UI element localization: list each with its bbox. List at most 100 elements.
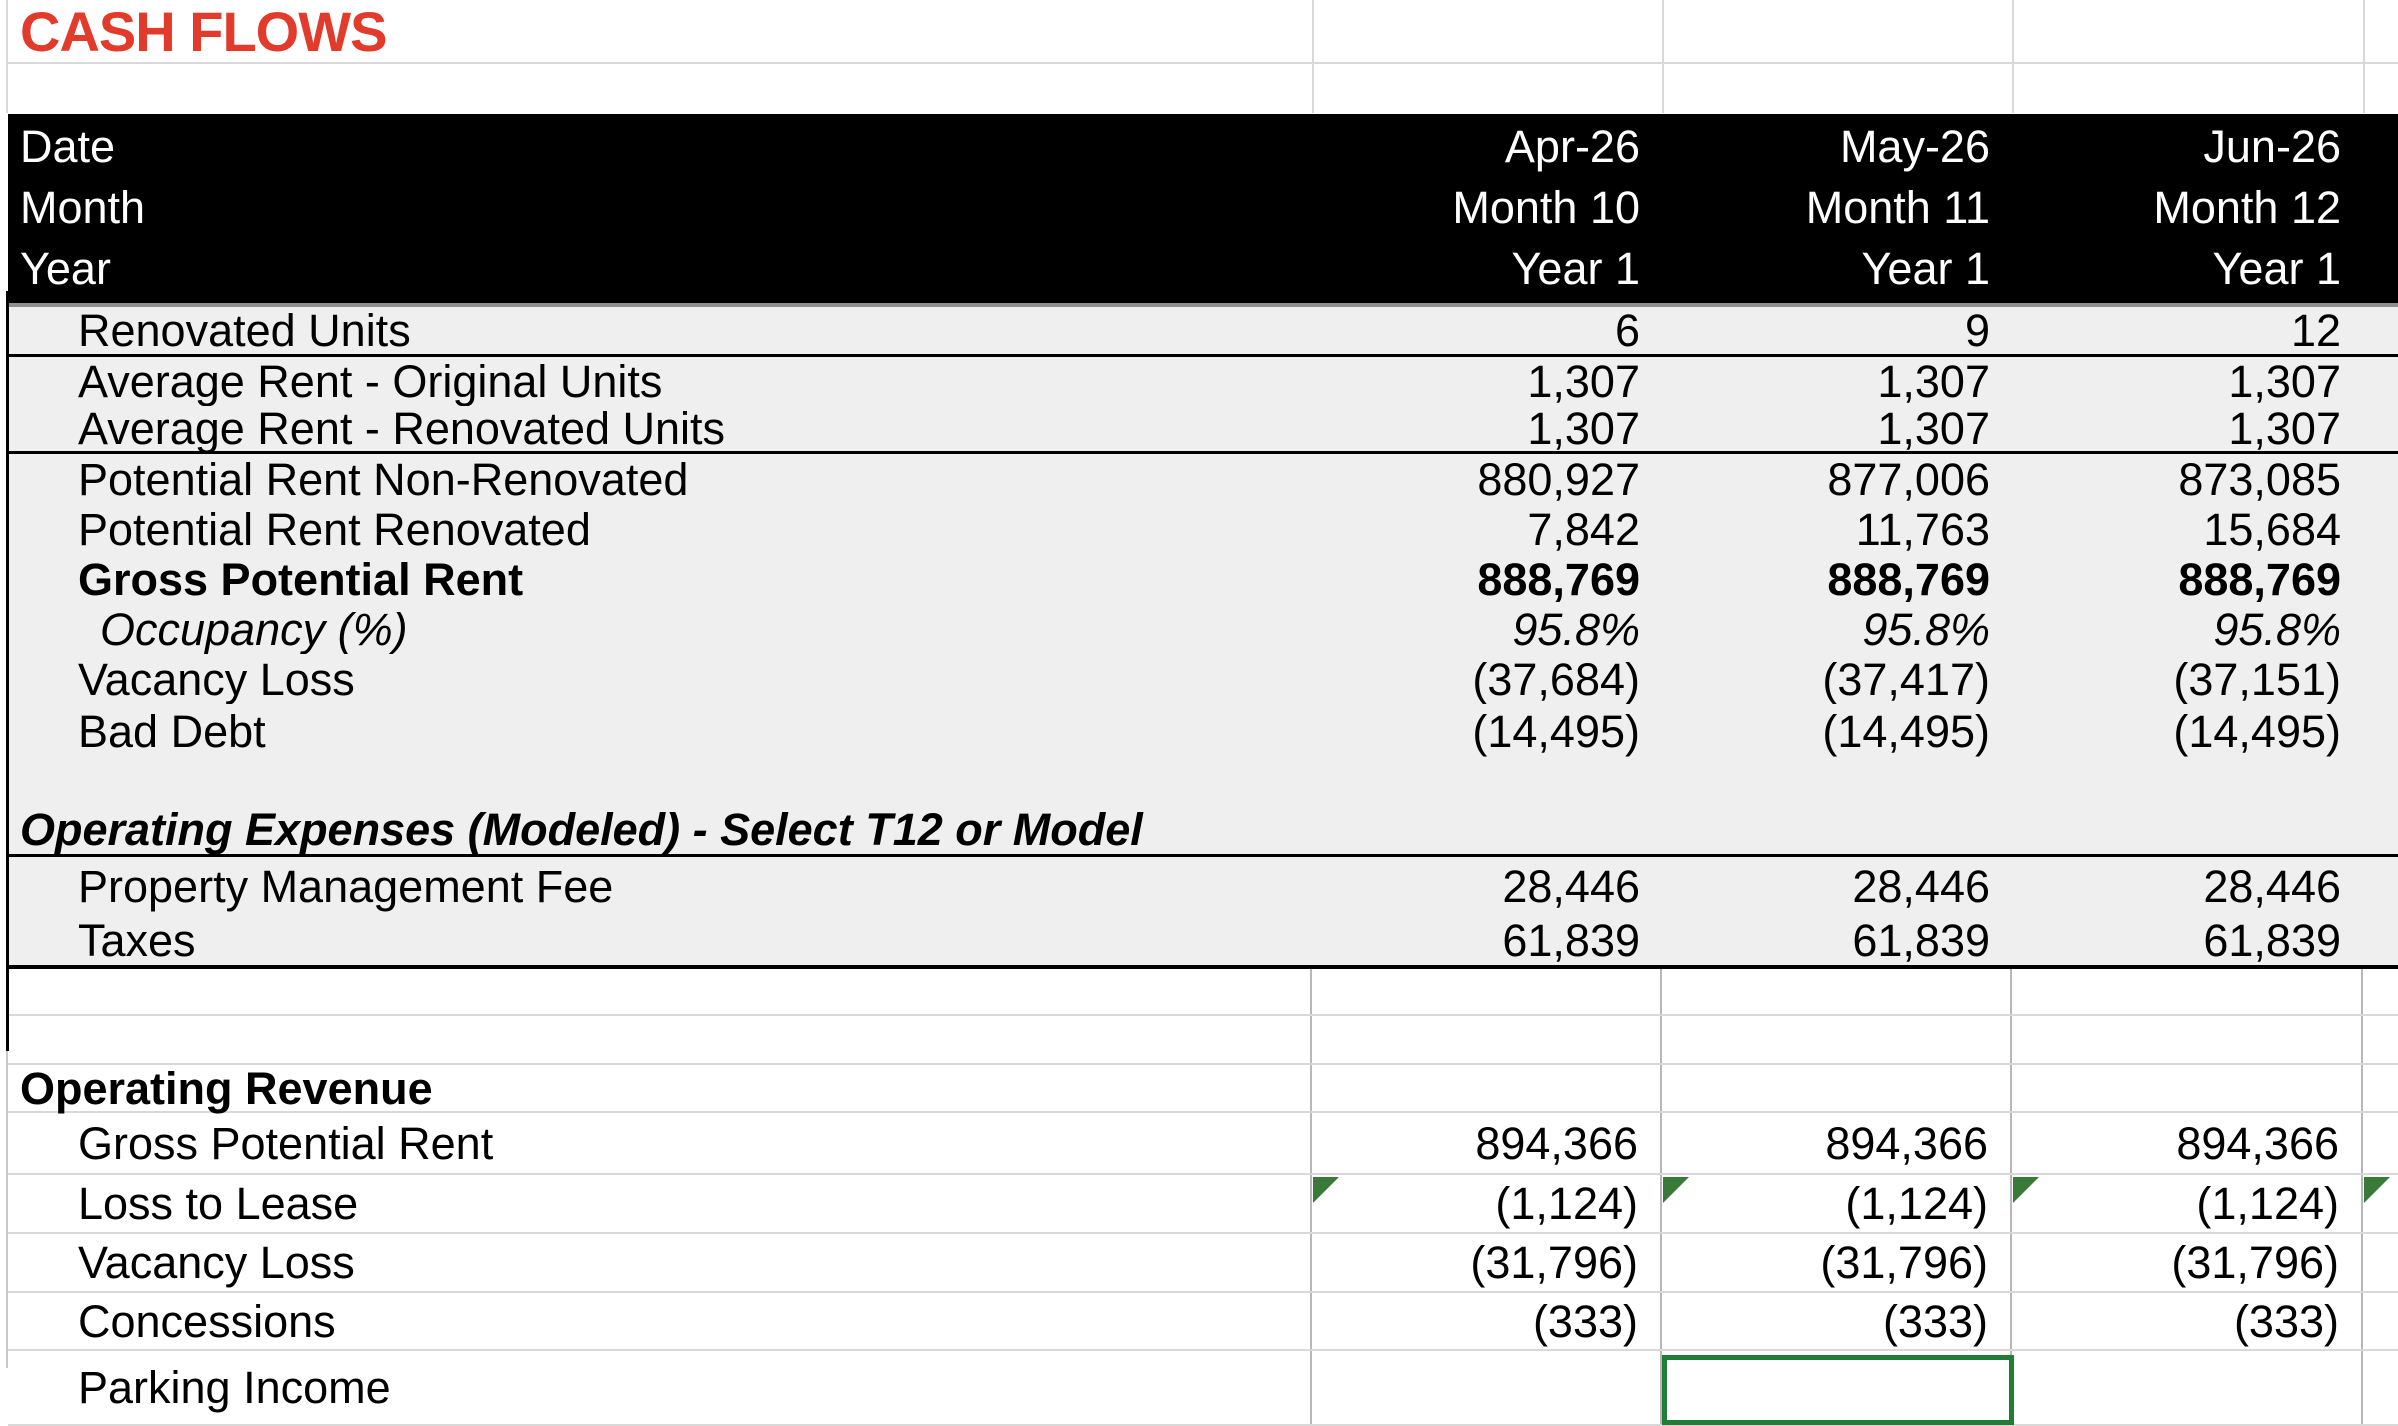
concessions-value-1[interactable]: (333): [1662, 1293, 2012, 1349]
property-management-fee-label[interactable]: Property Management Fee: [78, 861, 614, 912]
bad-debt-label[interactable]: Bad Debt: [78, 706, 266, 757]
header-year-apr[interactable]: Year 1: [1511, 242, 1640, 294]
renovated-units-label[interactable]: Renovated Units: [78, 305, 411, 356]
bad-debt-value-partial[interactable]: [2363, 704, 2398, 759]
property-management-fee-value-partial[interactable]: [2363, 857, 2398, 916]
gross-potential-rent-revenue-value-0[interactable]: 894,366: [1312, 1113, 1662, 1173]
operating-revenue-header-value-partial[interactable]: [2363, 1065, 2398, 1111]
vacancy-loss-revenue-label[interactable]: Vacancy Loss: [8, 1234, 1312, 1291]
potential-rent-renovated-value-2[interactable]: 15,684: [2203, 503, 2341, 555]
spacer-white-1-value-0[interactable]: [1312, 969, 1662, 1014]
header-month-apr[interactable]: Month 10: [1452, 181, 1640, 233]
spacer-white-1-value-partial[interactable]: [2363, 969, 2398, 1014]
avg-rent-renovated-units-label[interactable]: Average Rent - Renovated Units: [78, 403, 726, 454]
avg-rent-original-units-value-partial[interactable]: [2363, 357, 2398, 406]
avg-rent-original-units-value-0[interactable]: 1,307: [1527, 356, 1640, 407]
concessions-label[interactable]: Concessions: [8, 1293, 1312, 1349]
property-management-fee-value-2[interactable]: 28,446: [2203, 861, 2341, 912]
concessions-value-2[interactable]: (333): [2012, 1293, 2363, 1349]
header-year-jun[interactable]: Year 1: [2212, 242, 2341, 294]
gross-potential-rent-revenue-value-1[interactable]: 894,366: [1662, 1113, 2012, 1173]
spacer-gray-value-0[interactable]: [1312, 759, 1662, 804]
occupancy-pct-value-partial[interactable]: [2363, 604, 2398, 654]
spacer-white-1-value-1[interactable]: [1662, 969, 2012, 1014]
gross-potential-rent-modeled-label[interactable]: Gross Potential Rent: [78, 553, 524, 605]
bad-debt-value-1[interactable]: (14,495): [1822, 706, 1990, 757]
header-month-may[interactable]: Month 11: [1805, 181, 1990, 233]
header-year-may[interactable]: Year 1: [1861, 242, 1990, 294]
spacer-white-2-value-partial[interactable]: [2363, 1016, 2398, 1063]
potential-rent-renovated-value-1[interactable]: 11,763: [1855, 503, 1990, 555]
parking-income-value-partial[interactable]: [2363, 1351, 2398, 1424]
spacer-white-2-value-1[interactable]: [1662, 1016, 2012, 1063]
taxes-value-partial[interactable]: [2363, 916, 2398, 965]
vacancy-loss-modeled-label[interactable]: Vacancy Loss: [78, 653, 355, 705]
loss-to-lease-value-2[interactable]: (1,124): [2012, 1175, 2363, 1232]
vacancy-loss-revenue-value-2[interactable]: (31,796): [2012, 1234, 2363, 1291]
avg-rent-renovated-units-value-partial[interactable]: [2363, 406, 2398, 451]
gross-potential-rent-revenue-value-partial[interactable]: [2363, 1113, 2398, 1173]
occupancy-pct-value-0[interactable]: 95.8%: [1512, 603, 1640, 655]
operating-revenue-header-value-2[interactable]: [2012, 1065, 2363, 1111]
header-date-jun[interactable]: Jun-26: [2203, 120, 2341, 172]
gross-potential-rent-modeled-value-1[interactable]: 888,769: [1827, 553, 1990, 605]
spacer-white-1-label[interactable]: [8, 969, 1312, 1014]
spacer-white-1-value-2[interactable]: [2012, 969, 2363, 1014]
bad-debt-value-2[interactable]: (14,495): [2173, 706, 2341, 757]
header-date-apr[interactable]: Apr-26: [1504, 120, 1640, 172]
vacancy-loss-modeled-value-0[interactable]: (37,684): [1472, 653, 1640, 705]
occupancy-pct-label[interactable]: Occupancy (%): [100, 603, 408, 655]
parking-income-value-0[interactable]: [1312, 1351, 1662, 1424]
gross-potential-rent-modeled-value-partial[interactable]: [2363, 554, 2398, 604]
bad-debt-value-0[interactable]: (14,495): [1472, 706, 1640, 757]
taxes-value-0[interactable]: 61,839: [1502, 915, 1640, 966]
renovated-units-value-1[interactable]: 9: [1964, 305, 1990, 356]
vacancy-loss-modeled-value-2[interactable]: (37,151): [2173, 653, 2341, 705]
potential-rent-non-renovated-value-0[interactable]: 880,927: [1477, 453, 1640, 505]
vacancy-loss-revenue-value-1[interactable]: (31,796): [1662, 1234, 2012, 1291]
active-cell-selection[interactable]: [1662, 1355, 2014, 1425]
occupancy-pct-value-2[interactable]: 95.8%: [2213, 603, 2341, 655]
parking-income-value-2[interactable]: [2012, 1351, 2363, 1424]
avg-rent-renovated-units-value-1[interactable]: 1,307: [1877, 403, 1990, 454]
spacer-white-2-value-2[interactable]: [2012, 1016, 2363, 1063]
opex-section-header-value-0[interactable]: [1312, 804, 1662, 854]
concessions-value-0[interactable]: (333): [1312, 1293, 1662, 1349]
opex-section-header-label[interactable]: Operating Expenses (Modeled) - Select T1…: [20, 803, 1143, 855]
vacancy-loss-modeled-value-1[interactable]: (37,417): [1822, 653, 1990, 705]
potential-rent-non-renovated-value-2[interactable]: 873,085: [2178, 453, 2341, 505]
property-management-fee-value-1[interactable]: 28,446: [1852, 861, 1990, 912]
potential-rent-non-renovated-value-partial[interactable]: [2363, 454, 2398, 504]
concessions-value-partial[interactable]: [2363, 1293, 2398, 1349]
avg-rent-original-units-value-1[interactable]: 1,307: [1877, 356, 1990, 407]
renovated-units-value-2[interactable]: 12: [2290, 305, 2341, 356]
opex-section-header-value-1[interactable]: [1662, 804, 2012, 854]
potential-rent-renovated-value-partial[interactable]: [2363, 504, 2398, 554]
opex-section-header-value-partial[interactable]: [2363, 804, 2398, 854]
gross-potential-rent-revenue-label[interactable]: Gross Potential Rent: [8, 1113, 1312, 1173]
loss-to-lease-value-0[interactable]: (1,124): [1312, 1175, 1662, 1232]
spacer-gray-value-partial[interactable]: [2363, 759, 2398, 804]
header-date-may[interactable]: May-26: [1839, 120, 1990, 172]
renovated-units-value-0[interactable]: 6: [1614, 305, 1640, 356]
taxes-value-1[interactable]: 61,839: [1852, 915, 1990, 966]
spacer-gray-value-2[interactable]: [2012, 759, 2363, 804]
spacer-white-2-label[interactable]: [8, 1016, 1312, 1063]
gross-potential-rent-revenue-value-2[interactable]: 894,366: [2012, 1113, 2363, 1173]
potential-rent-non-renovated-label[interactable]: Potential Rent Non-Renovated: [78, 453, 689, 505]
avg-rent-original-units-label[interactable]: Average Rent - Original Units: [78, 356, 663, 407]
gross-potential-rent-modeled-value-2[interactable]: 888,769: [2178, 553, 2341, 605]
vacancy-loss-revenue-value-partial[interactable]: [2363, 1234, 2398, 1291]
vacancy-loss-modeled-value-partial[interactable]: [2363, 654, 2398, 704]
taxes-label[interactable]: Taxes: [78, 915, 196, 966]
avg-rent-renovated-units-value-2[interactable]: 1,307: [2228, 403, 2341, 454]
spacer-gray-label[interactable]: [8, 759, 1312, 804]
operating-revenue-header-value-0[interactable]: [1312, 1065, 1662, 1111]
gross-potential-rent-modeled-value-0[interactable]: 888,769: [1477, 553, 1640, 605]
potential-rent-non-renovated-value-1[interactable]: 877,006: [1827, 453, 1990, 505]
operating-revenue-header-value-1[interactable]: [1662, 1065, 2012, 1111]
loss-to-lease-label[interactable]: Loss to Lease: [8, 1175, 1312, 1232]
avg-rent-original-units-value-2[interactable]: 1,307: [2228, 356, 2341, 407]
property-management-fee-value-0[interactable]: 28,446: [1502, 861, 1640, 912]
parking-income-label[interactable]: Parking Income: [8, 1351, 1312, 1424]
